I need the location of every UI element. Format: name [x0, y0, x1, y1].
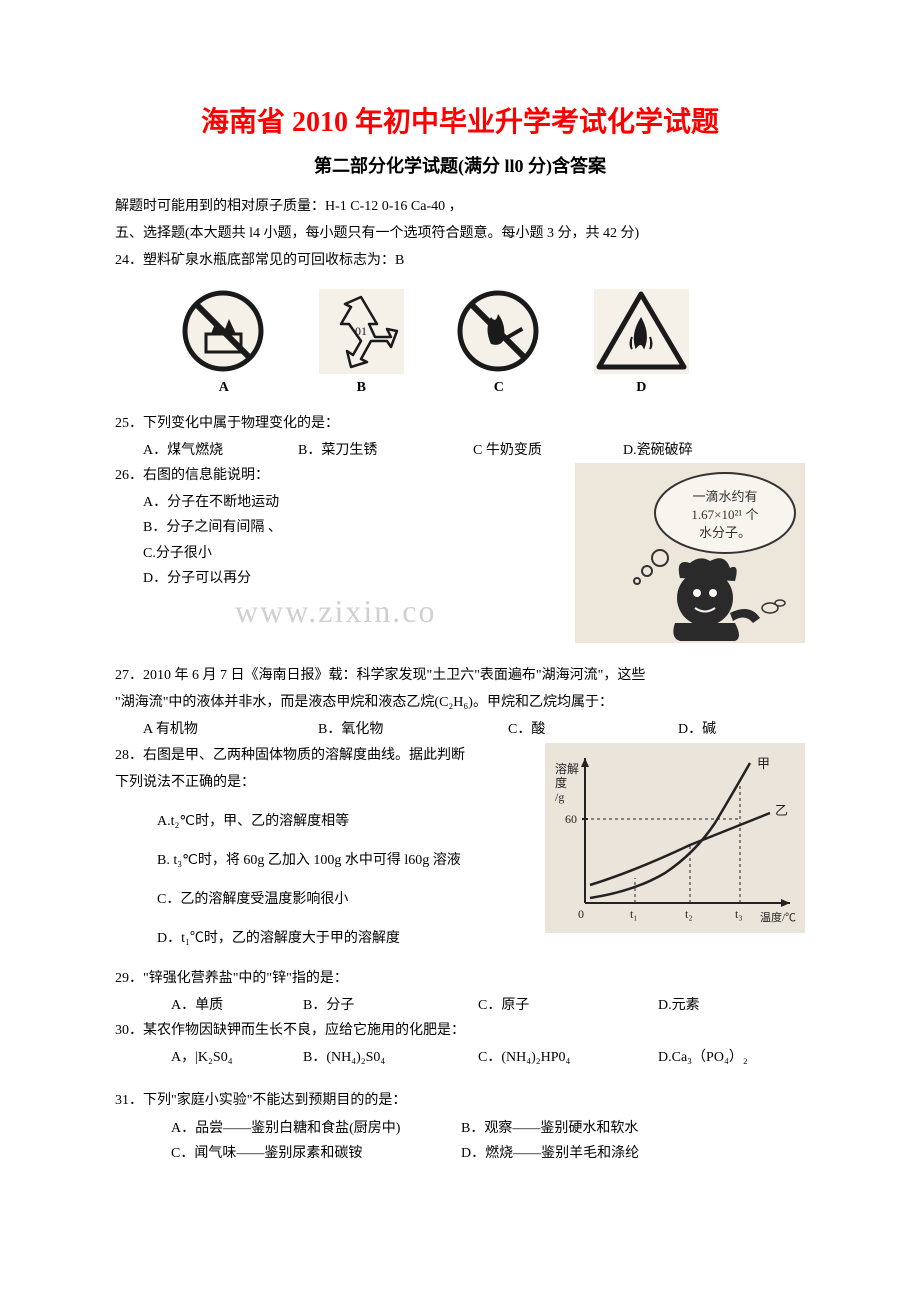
question-28-line2: 下列说法不正确的是：: [115, 770, 535, 795]
q29-opt-d: D.元素: [658, 993, 700, 1018]
question-24: 24．塑料矿泉水瓶底部常见的可回收标志为：B: [115, 248, 805, 273]
svg-text:t₂: t₂: [685, 907, 693, 921]
intro-line-2: 五、选择题(本大题共 l4 小题，每小题只有一个选项符合题意。每小题 3 分，共…: [115, 221, 805, 246]
question-29: 29．"锌强化营养盐"中的"锌"指的是：: [115, 966, 805, 991]
q27-opt-a: A 有机物: [143, 717, 318, 742]
q24-symbol-a: A: [181, 289, 266, 396]
svg-text:温度/℃: 温度/℃: [760, 910, 796, 924]
q26-opt-c: C.分子很小: [115, 541, 565, 566]
intro-line-1: 解题时可能用到的相对原子质量：H-1 C-12 0-16 Ca-40 ，: [115, 194, 805, 219]
q24-label-c: C: [494, 380, 504, 396]
q26-opt-d: D．分子可以再分: [115, 566, 565, 591]
svg-text:溶解: 溶解: [555, 761, 579, 776]
recycle-icon: 01: [319, 289, 404, 374]
q25-options: A．煤气燃烧 B．菜刀生锈 C 牛奶变质 D.瓷碗破碎: [115, 438, 805, 463]
q24-symbol-d: D: [594, 289, 689, 396]
q25-opt-a: A．煤气燃烧: [143, 438, 298, 463]
q24-symbols-row: A 01 B C D: [155, 289, 715, 396]
flammable-triangle-icon: [594, 289, 689, 374]
q30-options: A，|K₂S0₄ B．(NH₄)₂S0₄ C．(NH₄)₂HP0₄ D.Ca₃（…: [115, 1045, 805, 1070]
question-27-line1: 27．2010 年 6 月 7 日《海南日报》载：科学家发现"土卫六"表面遍布"…: [115, 663, 805, 688]
q31-opt-d: D．燃烧——鉴别羊毛和涤纶: [461, 1141, 639, 1166]
page-title: 海南省 2010 年初中毕业升学考试化学试题: [115, 100, 805, 140]
q25-opt-c: C 牛奶变质: [473, 438, 623, 463]
question-31: 31．下列"家庭小实验"不能达到预期目的的是：: [115, 1088, 805, 1113]
q25-opt-b: B．菜刀生锈: [298, 438, 473, 463]
bubble-line-3: 水分子。: [699, 525, 751, 540]
q26-opt-b: B．分子之间有间隔 、: [115, 515, 565, 540]
question-28-line1: 28．右图是甲、乙两种固体物质的溶解度曲线。据此判断: [115, 743, 535, 768]
no-flame-icon: [456, 289, 541, 374]
page-subtitle: 第二部分化学试题(满分 ll0 分)含答案: [115, 152, 805, 178]
q24-symbol-b: 01 B: [319, 289, 404, 396]
svg-text:60: 60: [565, 812, 577, 826]
svg-text:t₃: t₃: [735, 907, 743, 921]
q24-symbol-c: C: [456, 289, 541, 396]
q28-chart: 溶解 度 /g 60 0 t₁ t₂ t₃ 温度/℃ 甲 乙: [545, 743, 805, 938]
no-fire-icon: [181, 289, 266, 374]
q31-opt-b: B．观察——鉴别硬水和软水: [461, 1116, 638, 1141]
svg-text:0: 0: [578, 907, 584, 921]
q31-opt-a: A．品尝——鉴别白糖和食盐(厨房中): [171, 1116, 461, 1141]
q24-label-b: B: [357, 380, 366, 396]
q29-opt-a: A．单质: [143, 993, 303, 1018]
q24-label-d: D: [636, 380, 646, 396]
q30-opt-c: C．(NH₄)₂HP0₄: [478, 1045, 658, 1070]
q29-opt-c: C．原子: [478, 993, 658, 1018]
q27-opt-d: D．碱: [678, 717, 716, 742]
question-25: 25．下列变化中属于物理变化的是：: [115, 411, 805, 436]
q30-opt-a: A，|K₂S0₄: [143, 1045, 303, 1070]
q28-opt-a: A.t₂℃时，甲、乙的溶解度相等: [115, 809, 535, 834]
bubble-line-1: 一滴水约有: [692, 489, 757, 504]
q27-opt-c: C．酸: [508, 717, 678, 742]
q26-figure: 一滴水约有 1.67×10²¹ 个 水分子。: [575, 463, 805, 643]
question-26: 26．右图的信息能说明：: [115, 463, 565, 488]
q24-label-a: A: [219, 380, 229, 396]
question-30: 30．某农作物因缺钾而生长不良，应给它施用的化肥是：: [115, 1018, 805, 1043]
q25-opt-d: D.瓷碗破碎: [623, 438, 693, 463]
q31-opt-c: C．闻气味——鉴别尿素和碳铵: [171, 1141, 461, 1166]
q29-options: A．单质 B．分子 C．原子 D.元素: [115, 993, 805, 1018]
svg-text:/g: /g: [555, 790, 564, 804]
q26-opt-a: A．分子在不断地运动: [115, 490, 565, 515]
q30-opt-b: B．(NH₄)₂S0₄: [303, 1045, 478, 1070]
q28-opt-d: D．t₁℃时，乙的溶解度大于甲的溶解度: [115, 926, 535, 951]
svg-text:乙: 乙: [775, 803, 788, 818]
svg-text:甲: 甲: [757, 756, 770, 771]
q29-opt-b: B．分子: [303, 993, 478, 1018]
svg-text:度: 度: [555, 775, 567, 790]
q28-opt-b: B. t₃℃时，将 60g 乙加入 100g 水中可得 l60g 溶液: [115, 848, 535, 873]
q30-opt-d: D.Ca₃（PO₄）₂: [658, 1045, 748, 1070]
bubble-line-2: 1.67×10²¹ 个: [691, 507, 758, 522]
svg-text:01: 01: [355, 324, 367, 338]
q27-options: A 有机物 B．氧化物 C．酸 D．碱: [115, 717, 805, 742]
svg-text:t₁: t₁: [630, 907, 638, 921]
q28-opt-c: C．乙的溶解度受温度影响很小: [115, 887, 535, 912]
question-27-line2: "湖海流"中的液体并非水，而是液态甲烷和液态乙烷(C₂H₆)。甲烷和乙烷均属于：: [115, 690, 805, 715]
q27-opt-b: B．氧化物: [318, 717, 508, 742]
watermark-text: www.zixin.co: [235, 593, 436, 630]
